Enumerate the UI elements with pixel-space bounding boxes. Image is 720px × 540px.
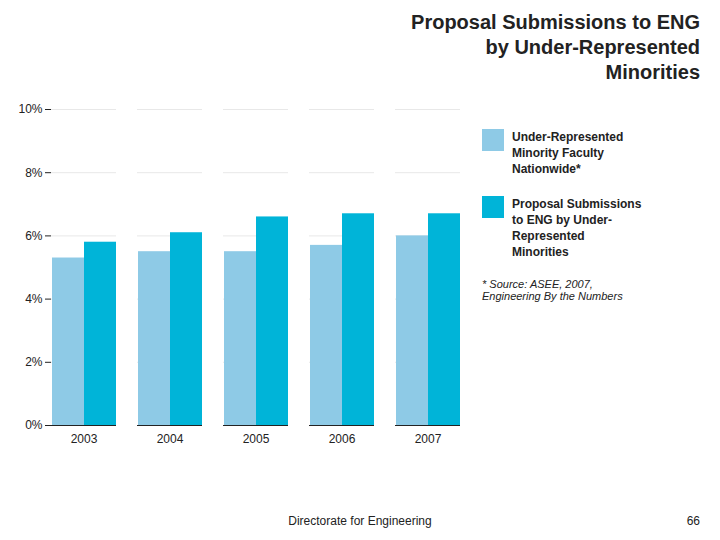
html-text:66: 66 [686, 514, 700, 528]
svg-text:2004: 2004 [157, 432, 184, 446]
svg-text:2006: 2006 [329, 432, 356, 446]
svg-text:2005: 2005 [243, 432, 270, 446]
html-text:Proposal Submissions to ENG by: Proposal Submissions to ENG by Under-Rep… [411, 11, 700, 83]
html-text:* Source: ASEE, 2007, Engineer: * Source: ASEE, 2007, Engineering By the… [482, 278, 623, 303]
svg-text:6%: 6% [25, 229, 43, 243]
html-text:Under-Represented Minority Fac: Under-Represented Minority Faculty Natio… [512, 130, 624, 177]
svg-text:2003: 2003 [71, 432, 98, 446]
svg-text:0%: 0% [25, 418, 43, 432]
svg-text:2%: 2% [25, 355, 43, 369]
svg-text:10%: 10% [18, 102, 42, 116]
html-text:Directorate for Engineering: Directorate for Engineering [288, 514, 432, 528]
svg-text:2007: 2007 [415, 432, 442, 446]
svg-text:8%: 8% [25, 166, 43, 180]
svg-text:4%: 4% [25, 292, 43, 306]
html-text:Proposal Submissions to ENG by: Proposal Submissions to ENG by Under- Re… [512, 196, 642, 260]
